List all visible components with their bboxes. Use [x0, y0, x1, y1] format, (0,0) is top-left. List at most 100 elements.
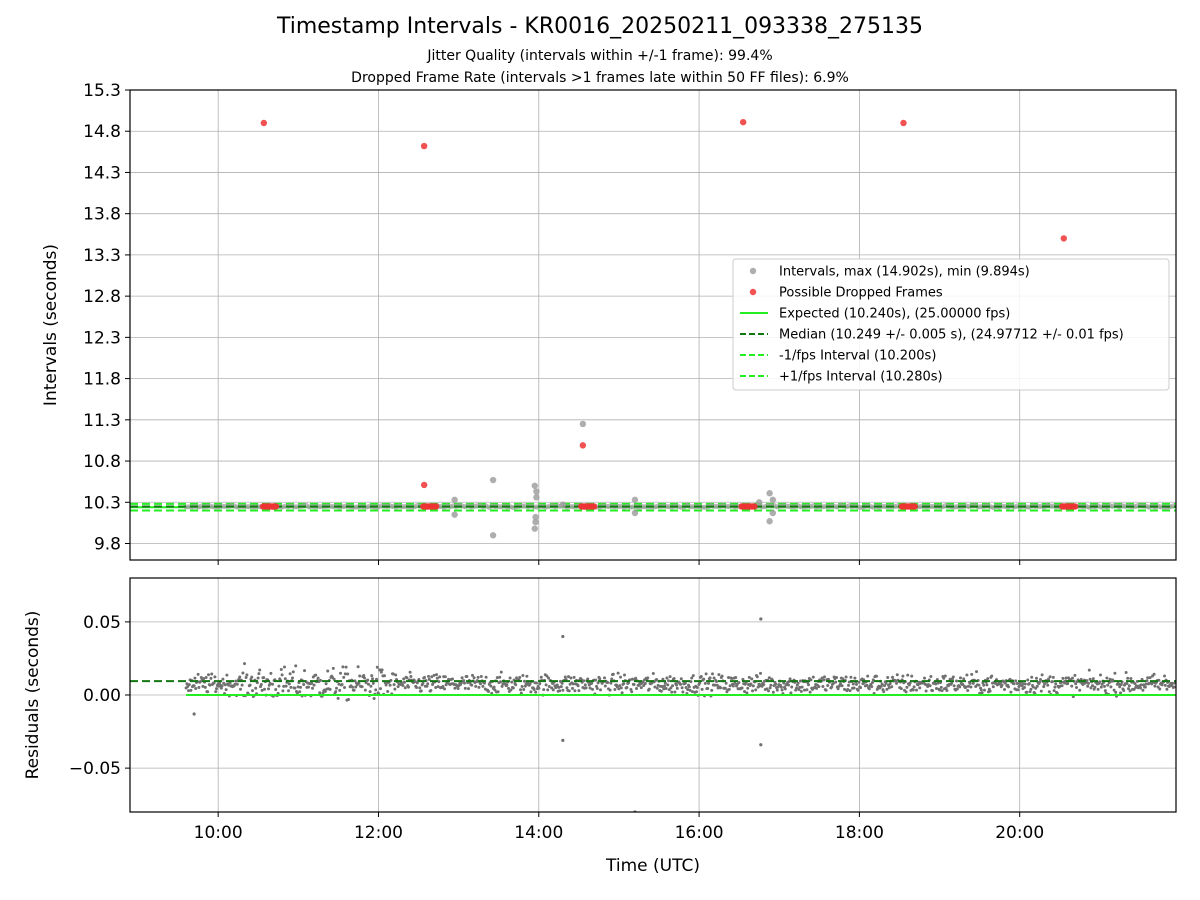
y-tick-label: 10.3 [83, 493, 121, 513]
residual-point [1028, 690, 1032, 694]
legend-label: -1/fps Interval (10.200s) [779, 349, 936, 364]
residual-point [419, 689, 423, 693]
residual-point [563, 675, 567, 679]
residual-point [351, 685, 355, 689]
residual-point [233, 682, 237, 686]
residual-point [625, 685, 629, 689]
residual-point [743, 690, 747, 694]
residual-point [879, 684, 883, 688]
residual-point [518, 675, 522, 679]
residual-point [639, 686, 643, 690]
residual-point [408, 670, 412, 674]
residual-point [691, 690, 695, 694]
residual-point [964, 685, 968, 689]
residual-point [663, 684, 667, 688]
residual-point [962, 677, 966, 681]
residual-point [706, 686, 710, 690]
residual-point [754, 688, 758, 692]
residual-point [396, 685, 400, 689]
residual-point [1051, 680, 1055, 684]
residual-point [319, 678, 323, 682]
residual-point [294, 664, 298, 668]
residual-point [582, 679, 586, 683]
residual-point [857, 680, 861, 684]
residual-point [1153, 684, 1157, 688]
residual-point [532, 688, 536, 692]
residual-point [803, 688, 807, 692]
residual-point [534, 690, 538, 694]
residual-point [523, 679, 527, 683]
residual-point [822, 678, 826, 682]
residual-point [870, 685, 874, 689]
residual-point [747, 675, 751, 679]
residual-point [774, 682, 778, 686]
residual-point [831, 682, 835, 686]
residual-point [1091, 677, 1095, 681]
residual-point [1023, 682, 1027, 686]
residual-point [675, 683, 679, 687]
residual-point [728, 684, 732, 688]
residual-point [662, 687, 666, 691]
residual-point [799, 689, 803, 693]
residual-point [500, 684, 504, 688]
residual-point [1079, 677, 1083, 681]
x-tick-label: 20:00 [995, 823, 1044, 843]
residual-point [588, 686, 592, 690]
residual-point [356, 665, 360, 669]
residual-point [282, 684, 286, 688]
residual-point [817, 685, 821, 689]
residual-point [343, 672, 347, 676]
residual-point [1052, 689, 1056, 693]
residual-point [823, 675, 827, 679]
residual-point [214, 690, 218, 694]
residual-outlier-point [192, 712, 196, 716]
residual-point [302, 683, 306, 687]
residual-point [209, 676, 213, 680]
residual-point [384, 683, 388, 687]
residual-point [312, 683, 316, 687]
residual-point [751, 684, 755, 688]
residual-point [555, 683, 559, 687]
residual-point [675, 686, 679, 690]
residual-point [695, 686, 699, 690]
residual-point [618, 684, 622, 688]
residual-point [783, 687, 787, 691]
residual-point [586, 677, 590, 681]
residual-point [824, 688, 828, 692]
residual-point [1163, 674, 1167, 678]
residual-point [258, 668, 262, 672]
residual-point [1127, 687, 1131, 691]
residual-point [955, 687, 959, 691]
residual-point [750, 677, 754, 681]
residual-point [389, 678, 393, 682]
residual-point [583, 683, 587, 687]
residual-point [379, 687, 383, 691]
residual-point [853, 676, 857, 680]
residual-point [820, 676, 824, 680]
residual-point [196, 672, 200, 676]
residual-point [1031, 685, 1035, 689]
residual-point [859, 686, 863, 690]
residual-point [1088, 677, 1092, 681]
residual-point [846, 688, 850, 692]
residual-point [257, 672, 261, 676]
residual-point [360, 685, 364, 689]
residual-point [243, 662, 247, 666]
residual-point [931, 689, 935, 693]
residual-point [880, 682, 884, 686]
jitter-quality-subtitle: Jitter Quality (intervals within +/-1 fr… [427, 48, 773, 64]
residual-point [342, 675, 346, 679]
residual-point [843, 687, 847, 691]
residual-point [943, 674, 947, 678]
residual-point [332, 677, 336, 681]
dropped-frame-point [579, 442, 587, 449]
residual-point [571, 682, 575, 686]
legend-box [732, 258, 1170, 391]
residual-point [372, 697, 376, 701]
residual-point [383, 674, 387, 678]
residual-point [287, 689, 291, 693]
residual-point [751, 689, 755, 693]
residual-point [883, 684, 887, 688]
x-tick-label: 10:00 [194, 823, 243, 843]
residual-point [840, 684, 844, 688]
